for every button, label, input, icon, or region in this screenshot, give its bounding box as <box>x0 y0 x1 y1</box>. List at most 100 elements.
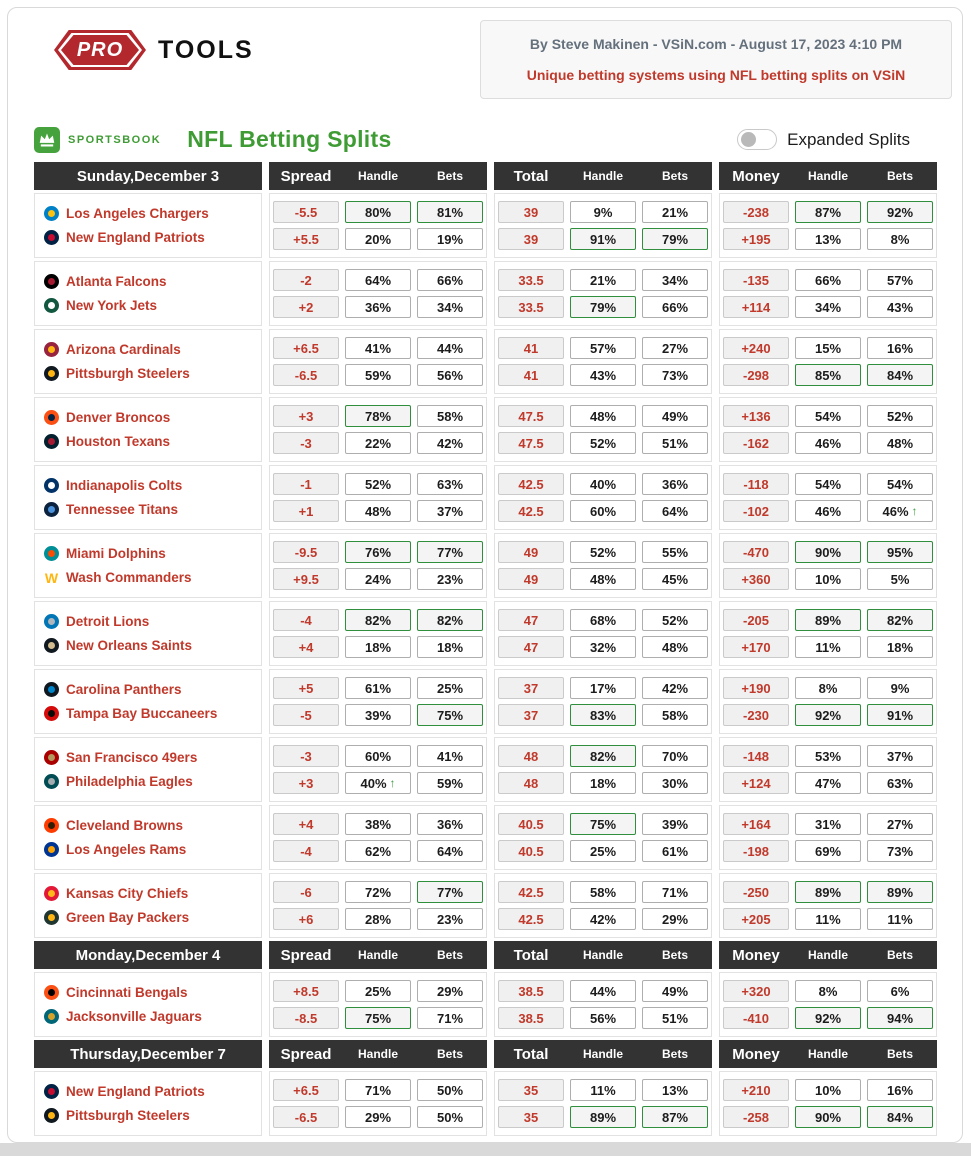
spread-bets-pct: 66% <box>417 269 483 291</box>
spread-bets-pct: 77% <box>417 541 483 563</box>
total-bets-pct: 45% <box>642 568 708 590</box>
team-logo-accent <box>48 482 55 489</box>
spread-value: -4 <box>273 609 339 631</box>
team-logo-accent <box>48 989 55 996</box>
column-group-header-money: Money Handle Bets <box>719 941 937 969</box>
team-logo-accent <box>48 346 55 353</box>
team-name: Indianapolis Colts <box>66 478 183 493</box>
team-logo-accent <box>48 414 55 421</box>
split-group: -2 64% 66% +2 36% 34% <box>269 261 487 326</box>
col-header-bets: Bets <box>436 1047 463 1061</box>
split-group: 47 68% 52% 47 32% 48% <box>494 601 712 666</box>
spread-bets-pct: 64% <box>417 840 483 862</box>
col-header-total: Total <box>513 167 549 185</box>
total-bets-pct: 64% <box>642 500 708 522</box>
team-row: W Wash Commanders <box>44 570 261 586</box>
game-row: Los Angeles Chargers New England Patriots… <box>34 193 937 258</box>
col-header-money: Money <box>732 1045 780 1063</box>
team-row: Los Angeles Chargers <box>44 206 261 221</box>
spread-value: +6.5 <box>273 337 339 359</box>
game-row: Kansas City Chiefs Green Bay Packers -6 72%… <box>34 873 937 938</box>
team-logo-accent <box>48 710 55 717</box>
split-group: 42.5 40% 36% 42.5 60% 64% <box>494 465 712 530</box>
game-row: Arizona Cardinals Pittsburgh Steelers +6.5… <box>34 329 937 394</box>
game-row: San Francisco 49ers Philadelphia Eagles -3… <box>34 737 937 802</box>
team-logo-accent <box>48 778 55 785</box>
money-value: +164 <box>723 813 789 835</box>
column-group-header-total: Total Handle Bets <box>494 941 712 969</box>
col-header-handle: Handle <box>807 1047 848 1061</box>
col-header-bets: Bets <box>436 169 463 183</box>
money-value: -470 <box>723 541 789 563</box>
money-value: -298 <box>723 364 789 386</box>
col-header-handle: Handle <box>582 1047 623 1061</box>
money-bets-pct: 18% <box>867 636 933 658</box>
money-bets-pct: 63% <box>867 772 933 794</box>
split-group: +240 15% 16% -298 85% 84% <box>719 329 937 394</box>
money-value: -238 <box>723 201 789 223</box>
spread-handle-pct: 59% <box>345 364 411 386</box>
spread-handle-pct: 20% <box>345 228 411 250</box>
team-logo-accent <box>48 846 55 853</box>
total-bets-pct: 55% <box>642 541 708 563</box>
top-bar: PRO TOOLS By Steve Makinen - VSiN.com - … <box>8 8 962 99</box>
split-group: +8.5 25% 29% -8.5 75% 71% <box>269 972 487 1037</box>
column-group-header-total: Total Handle Bets <box>494 162 712 190</box>
col-header-bets: Bets <box>436 948 463 962</box>
team-logo <box>44 410 59 425</box>
spread-value: -9.5 <box>273 541 339 563</box>
money-bets-pct: 6% <box>867 980 933 1002</box>
team-name: Atlanta Falcons <box>66 274 167 289</box>
spread-bets-pct: 81% <box>417 201 483 223</box>
page-title: NFL Betting Splits <box>187 126 392 152</box>
money-bets-pct: 16% <box>867 1079 933 1101</box>
split-group: 39 9% 21% 39 91% 79% <box>494 193 712 258</box>
total-handle-pct: 89% <box>570 1106 636 1128</box>
total-value: 48 <box>498 745 564 767</box>
team-row: Cleveland Browns <box>44 818 261 833</box>
game-row: Atlanta Falcons New York Jets -2 64% 66% +2 36… <box>34 261 937 326</box>
money-value: +195 <box>723 228 789 250</box>
split-group: -118 54% 54% -102 46% 46% ↑ <box>719 465 937 530</box>
game-row: Miami Dolphins W Wash Commanders -9.5 76% 77%… <box>34 533 937 598</box>
split-group: 47.5 48% 49% 47.5 52% 51% <box>494 397 712 462</box>
spread-handle-pct: 36% <box>345 296 411 318</box>
teams-cell: San Francisco 49ers Philadelphia Eagles <box>34 737 262 802</box>
team-logo-accent <box>48 210 55 217</box>
total-bets-pct: 39% <box>642 813 708 835</box>
col-header-handle: Handle <box>582 169 623 183</box>
col-header-bets: Bets <box>886 948 913 962</box>
team-name: Philadelphia Eagles <box>66 774 193 789</box>
col-header-money: Money <box>732 167 780 185</box>
total-handle-pct: 60% <box>570 500 636 522</box>
split-group: 41 57% 27% 41 43% 73% <box>494 329 712 394</box>
total-handle-pct: 42% <box>570 908 636 930</box>
team-name: Kansas City Chiefs <box>66 886 189 901</box>
team-name: Miami Dolphins <box>66 546 166 561</box>
col-header-spread: Spread <box>280 1045 332 1063</box>
money-bets-pct: 91% <box>867 704 933 726</box>
team-logo <box>44 342 59 357</box>
spread-bets-pct: 71% <box>417 1007 483 1029</box>
expanded-splits-toggle[interactable] <box>737 129 778 150</box>
team-logo-accent <box>48 1112 55 1119</box>
split-group: +320 8% 6% -410 92% 94% <box>719 972 937 1037</box>
split-group: -6 72% 77% +6 28% 23% <box>269 873 487 938</box>
bottom-strip <box>0 1143 971 1156</box>
money-handle-pct: 92% <box>795 704 861 726</box>
col-header-total: Total <box>513 1045 549 1063</box>
teams-cell: Denver Broncos Houston Texans <box>34 397 262 462</box>
total-bets-pct: 13% <box>642 1079 708 1101</box>
total-handle-pct: 79% <box>570 296 636 318</box>
team-row: Philadelphia Eagles <box>44 774 261 789</box>
total-value: 42.5 <box>498 881 564 903</box>
split-group: -4 82% 82% +4 18% 18% <box>269 601 487 666</box>
money-value: -135 <box>723 269 789 291</box>
team-logo <box>44 774 59 789</box>
spread-handle-pct: 40% ↑ <box>345 772 411 794</box>
tagline-text: Unique betting systems using NFL betting… <box>526 67 906 83</box>
spread-value: +6.5 <box>273 1079 339 1101</box>
team-logo-accent <box>48 1013 55 1020</box>
team-name: Detroit Lions <box>66 614 150 629</box>
spread-value: -1 <box>273 473 339 495</box>
